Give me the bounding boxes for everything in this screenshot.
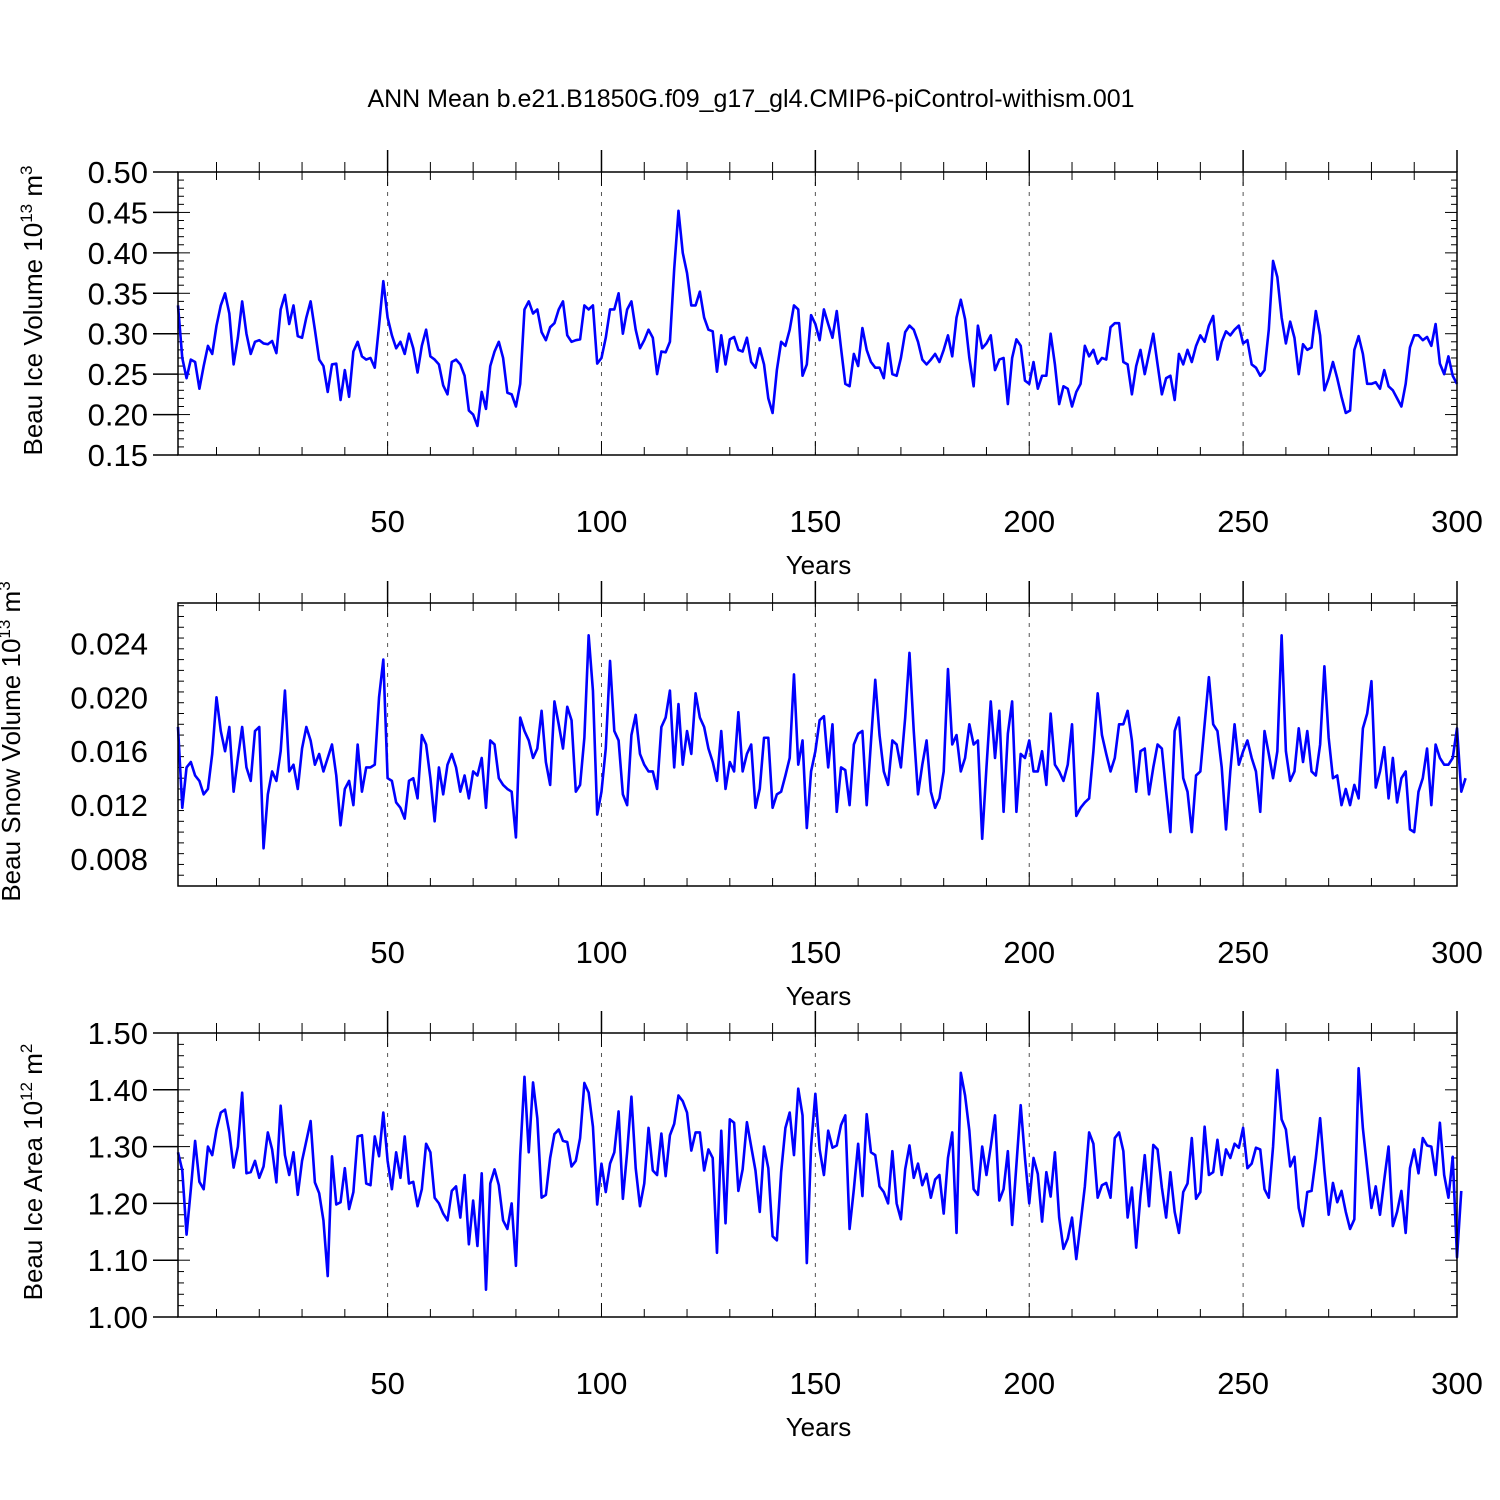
series-line bbox=[176, 209, 1459, 428]
plot-frame bbox=[177, 171, 1458, 456]
x-tick-label: 200 bbox=[1003, 1366, 1055, 1401]
x-tick-label: 200 bbox=[1003, 935, 1055, 970]
x-tick-label: 250 bbox=[1217, 1366, 1269, 1401]
x-axis-label: Years bbox=[786, 550, 852, 580]
y-tick-label: 1.20 bbox=[88, 1186, 148, 1221]
x-tick-label: 150 bbox=[789, 935, 841, 970]
x-tick-label: 100 bbox=[576, 935, 628, 970]
y-tick-label: 0.30 bbox=[88, 317, 148, 352]
y-axis-label: Beau Ice Volume 1013 m3 bbox=[17, 166, 48, 456]
y-tick-label: 1.50 bbox=[88, 1016, 148, 1051]
x-tick-label: 200 bbox=[1003, 504, 1055, 539]
y-tick-label: 0.20 bbox=[88, 398, 148, 433]
x-tick-label: 300 bbox=[1431, 935, 1483, 970]
x-tick-label: 50 bbox=[370, 935, 404, 970]
y-tick-label: 1.40 bbox=[88, 1073, 148, 1108]
series-line bbox=[176, 1066, 1463, 1292]
ice-volume-panel: 0.15 0.20 0.25 0.30 0.35 0.40 0.45 0.50 50 100 150… bbox=[17, 150, 1483, 580]
x-tick-label: 250 bbox=[1217, 935, 1269, 970]
y-tick-label: 0.15 bbox=[88, 438, 148, 473]
x-tick-label: 50 bbox=[370, 1366, 404, 1401]
x-axis-label: Years bbox=[786, 981, 852, 1011]
y-axis-label: Beau Ice Area 1012 m2 bbox=[17, 1044, 48, 1301]
snow-volume-panel: 0.008 0.012 0.016 0.020 0.024 50 100 150 200 250 3… bbox=[0, 581, 1483, 1011]
plot-frame bbox=[177, 1032, 1458, 1318]
series-line bbox=[176, 634, 1467, 850]
y-tick-label: 0.45 bbox=[88, 195, 148, 230]
y-tick-label: 0.40 bbox=[88, 236, 148, 271]
x-tick-label: 150 bbox=[789, 504, 841, 539]
x-tick-label: 250 bbox=[1217, 504, 1269, 539]
y-tick-label: 0.020 bbox=[70, 680, 148, 715]
x-tick-label: 50 bbox=[370, 504, 404, 539]
plot-frame bbox=[177, 602, 1458, 887]
y-tick-label: 0.008 bbox=[70, 842, 148, 877]
x-tick-label: 300 bbox=[1431, 1366, 1483, 1401]
y-tick-label: 1.00 bbox=[88, 1300, 148, 1335]
y-axis-label: Beau Snow Volume 1013 m3 bbox=[0, 581, 26, 901]
y-tick-label: 1.10 bbox=[88, 1243, 148, 1278]
y-tick-label: 0.50 bbox=[88, 155, 148, 190]
x-axis-label: Years bbox=[786, 1412, 852, 1442]
y-tick-label: 0.024 bbox=[70, 626, 148, 661]
y-tick-label: 1.30 bbox=[88, 1130, 148, 1165]
x-tick-label: 300 bbox=[1431, 504, 1483, 539]
figure-title: ANN Mean b.e21.B1850G.f09_g17_gl4.CMIP6-… bbox=[367, 85, 1134, 113]
y-tick-label: 0.012 bbox=[70, 788, 148, 823]
y-tick-label: 0.016 bbox=[70, 734, 148, 769]
x-tick-label: 100 bbox=[576, 504, 628, 539]
y-tick-label: 0.25 bbox=[88, 357, 148, 392]
ice-area-panel: 1.00 1.10 1.20 1.30 1.40 1.50 50 100 150 200 250 30… bbox=[17, 1011, 1483, 1442]
x-tick-label: 100 bbox=[576, 1366, 628, 1401]
y-tick-label: 0.35 bbox=[88, 276, 148, 311]
x-tick-label: 150 bbox=[789, 1366, 841, 1401]
